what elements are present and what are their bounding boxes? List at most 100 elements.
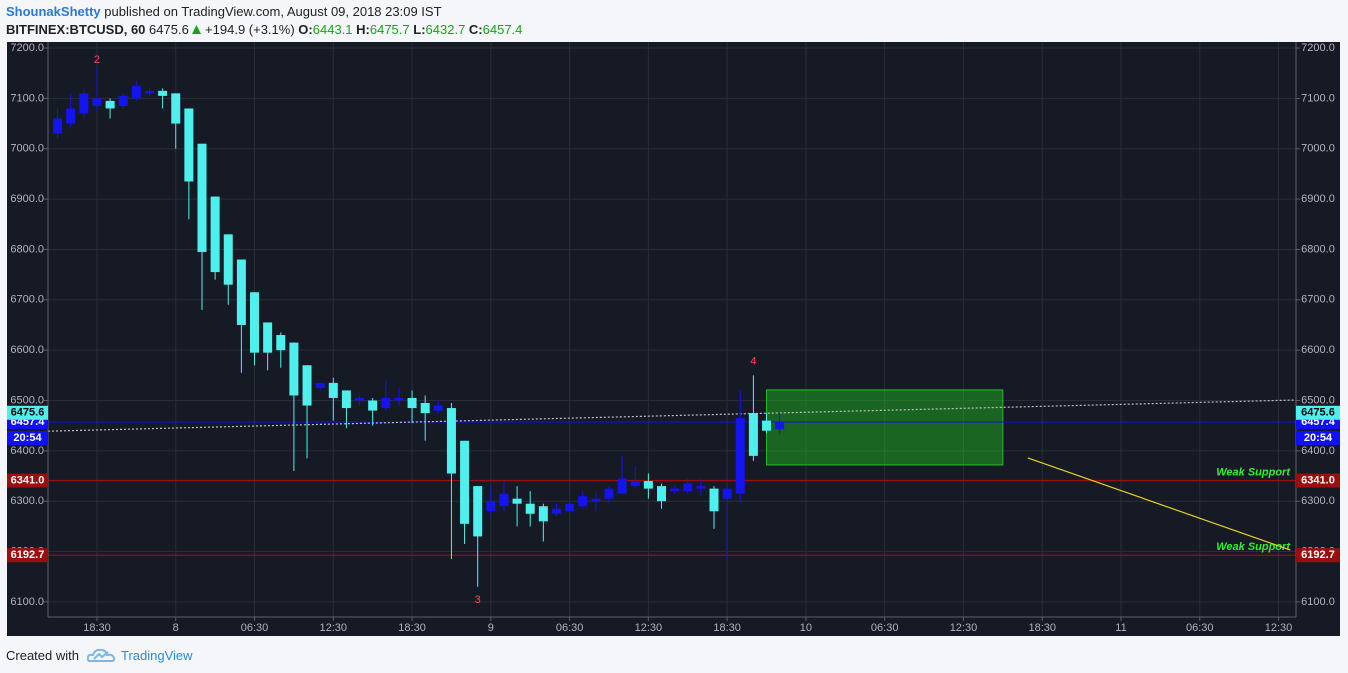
candle-body	[236, 259, 246, 325]
change: +194.9 (+3.1%)	[205, 22, 295, 37]
candle-body	[591, 498, 601, 502]
plot: Weak Support Weak Support 2 3 4	[48, 54, 1296, 606]
x-tick-label: 12:30	[635, 622, 663, 634]
candle-body	[683, 483, 693, 492]
x-tick-label: 9	[488, 622, 494, 634]
c-label: C:	[468, 22, 483, 37]
support-text: Weak Support	[1216, 466, 1291, 478]
candle-body	[394, 397, 404, 401]
price-label-box	[7, 405, 48, 420]
y-tick-label: 7200.0	[10, 42, 44, 54]
candle-body	[420, 403, 430, 414]
candle-body	[709, 488, 719, 512]
candle-body	[53, 118, 63, 134]
publisher[interactable]: ShounakShetty	[6, 4, 101, 19]
x-tick-label: 18:30	[83, 622, 111, 634]
candle-body	[551, 508, 561, 514]
tv-brand[interactable]: TradingView	[120, 647, 193, 663]
candle-body	[748, 413, 758, 456]
x-tick-label: 10	[800, 622, 812, 634]
candle-body	[328, 382, 338, 398]
candle-body	[250, 292, 260, 353]
y-tick-label: 6500.0	[1301, 394, 1335, 406]
support-price-label-box	[7, 473, 48, 488]
support-price-label: 6341.0	[1301, 474, 1335, 486]
candle-body	[92, 98, 102, 106]
candle-body	[525, 503, 535, 514]
support-price-label: 6192.7	[1301, 549, 1335, 561]
y-tick-label: 6900.0	[10, 193, 44, 205]
x-tick-label: 11	[1115, 622, 1126, 634]
l-value: 6432.7	[425, 22, 466, 37]
trend-line	[48, 399, 1296, 432]
header: ShounakShetty published on TradingView.c…	[6, 3, 522, 39]
x-tick-label: 12:30	[950, 622, 978, 634]
candle-body	[512, 498, 522, 504]
candle-body	[486, 501, 496, 512]
x-tick-label: 12:30	[1265, 622, 1293, 634]
y-tick-label: 7000.0	[10, 143, 44, 155]
candle-body	[118, 95, 128, 106]
price-label-box	[1296, 405, 1340, 420]
up-arrow	[192, 25, 202, 34]
o-label: O:	[298, 22, 313, 37]
candle-body	[289, 342, 299, 396]
countdown: 20:54	[1304, 432, 1333, 444]
y-tick-label: 6800.0	[1301, 243, 1335, 255]
y-tick-label: 6300.0	[1301, 495, 1335, 507]
candle-body	[775, 421, 785, 430]
y-tick-label: 6800.0	[10, 243, 44, 255]
candle-body	[381, 397, 391, 409]
candle-body	[79, 93, 89, 114]
symbol-line: BITFINEX:BTCUSD, 60 6475.6 +194.9 (+3.1%…	[6, 21, 522, 39]
wave-label: 4	[750, 356, 756, 368]
x-tick-label: 06:30	[1186, 622, 1214, 634]
candle-body	[722, 488, 732, 499]
h-value: 6475.7	[369, 22, 410, 37]
candle-body	[158, 90, 168, 96]
y-tick-label: 6900.0	[1301, 193, 1335, 205]
y-tick-label: 7200.0	[1301, 42, 1335, 54]
price-label: 6475.6	[1301, 407, 1335, 419]
zone-rectangle	[766, 389, 1004, 466]
y-tick-label: 6400.0	[1301, 445, 1335, 457]
y-tick-label: 7100.0	[10, 92, 44, 104]
y-tick-label: 7100.0	[1301, 92, 1335, 104]
y-tick-label: 6100.0	[1301, 596, 1335, 608]
tv-logo	[86, 648, 116, 662]
price-label: 6475.6	[11, 407, 45, 419]
candle-body	[184, 108, 194, 182]
candle-body	[630, 481, 640, 487]
countdown: 20:54	[13, 432, 42, 444]
candle-body	[565, 503, 575, 512]
countdown-box	[1296, 430, 1340, 445]
support-price-label-box	[1296, 548, 1340, 563]
x-tick-label: 18:30	[713, 622, 741, 634]
support-price-label: 6341.0	[11, 474, 45, 486]
candle-body	[223, 234, 233, 285]
symbol: BITFINEX:BTCUSD, 60	[6, 22, 146, 37]
candle-body	[578, 496, 588, 507]
l-label: L:	[413, 22, 426, 37]
candle-body	[617, 478, 627, 494]
x-tick-label: 06:30	[241, 622, 269, 634]
candle-body	[499, 493, 509, 507]
countdown-box	[7, 430, 48, 445]
c-value: 6457.4	[482, 22, 523, 37]
y-tick-label: 6300.0	[10, 495, 44, 507]
candle-body	[762, 420, 772, 431]
wave-label: 2	[94, 54, 100, 66]
candle-body	[735, 418, 745, 494]
y-tick-label: 6700.0	[1301, 294, 1335, 306]
candle-body	[473, 486, 483, 537]
candle-body	[105, 100, 115, 109]
x-tick-label: 8	[173, 622, 179, 634]
y-tick-label: 6600.0	[1301, 344, 1335, 356]
candle-body	[341, 390, 351, 409]
candle-body	[263, 322, 273, 353]
candle-body	[368, 400, 378, 411]
price: 6475.6	[149, 22, 189, 37]
x-tick-label: 18:30	[1028, 622, 1056, 634]
axes: 6100.06100.06200.06200.06300.06300.06400…	[7, 42, 1340, 634]
